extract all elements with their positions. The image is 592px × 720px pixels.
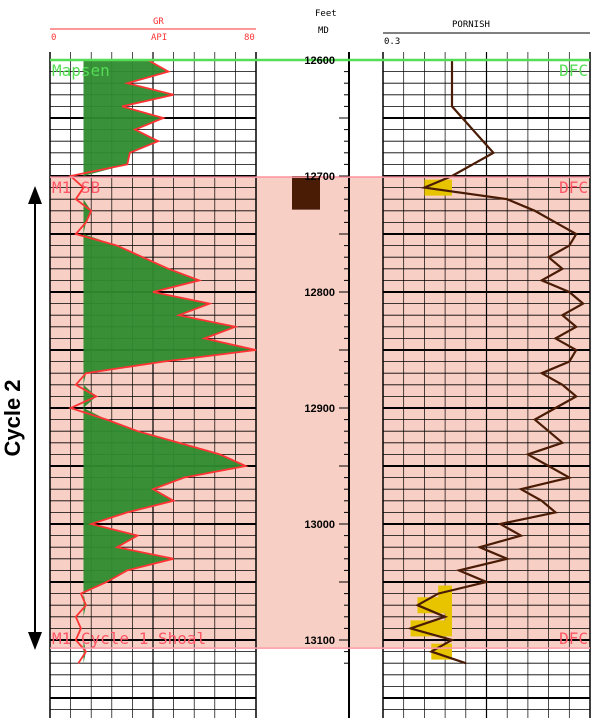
formation-top-flag: DFC bbox=[559, 178, 588, 197]
cycle-annotation: Cycle 2 bbox=[0, 186, 42, 650]
formation-top-name: Mapsen bbox=[52, 61, 110, 80]
formation-tops-layer: Mapsen DFC M1 SB DFC M1 Cycle 1 Shoal DFC bbox=[50, 58, 590, 649]
cycle-shade-band bbox=[50, 176, 590, 649]
depth-tick-label: 13000 bbox=[304, 519, 335, 531]
depth-tick-labels: 12600 12700 12800 12900 13000 13100 bbox=[304, 55, 335, 647]
formation-top-flag: DFC bbox=[559, 61, 588, 80]
gr-curve bbox=[68, 59, 257, 664]
porosity-scale-left: 0.3 bbox=[384, 37, 400, 47]
gr-curve-label: GR bbox=[153, 17, 164, 27]
depth-tick-label: 12800 bbox=[304, 287, 335, 299]
formation-top-flag: DFC bbox=[559, 629, 588, 648]
depth-tick-label: 12900 bbox=[304, 403, 335, 415]
depth-tick-label: 12700 bbox=[304, 171, 335, 183]
depth-tick-label: 12600 bbox=[304, 55, 335, 67]
core-interval-box bbox=[292, 176, 320, 210]
depth-header-feet: Feet bbox=[315, 9, 337, 19]
depth-header-md: MD bbox=[318, 26, 329, 36]
curves-layer bbox=[68, 59, 586, 665]
depth-tick-label: 13100 bbox=[304, 635, 335, 647]
formation-top-name: M1 Cycle 1 Shoal bbox=[52, 629, 206, 648]
gr-scale-min: 0 bbox=[51, 33, 56, 43]
cycle-shading-layer bbox=[50, 176, 590, 649]
porosity-curve bbox=[406, 60, 586, 665]
formation-top-name: M1 SB bbox=[52, 178, 100, 197]
cycle-arrow-bottom-icon bbox=[28, 632, 42, 650]
gr-scale-max: 80 bbox=[244, 33, 255, 43]
porosity-track-title: PORNISH bbox=[452, 20, 490, 30]
cycle-label: Cycle 2 bbox=[0, 379, 25, 456]
cycle-arrow-top-icon bbox=[28, 186, 42, 204]
gr-unit-label: API bbox=[151, 33, 167, 43]
